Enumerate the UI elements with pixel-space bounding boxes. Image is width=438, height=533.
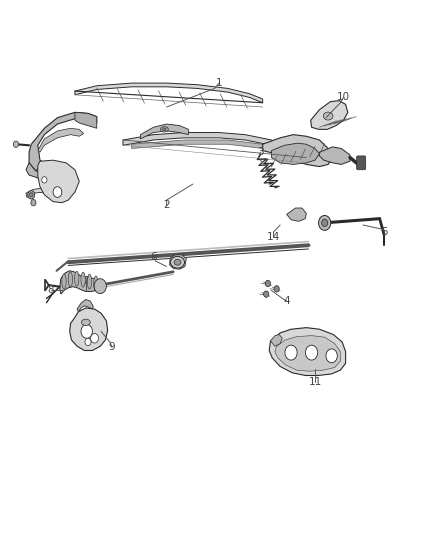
Polygon shape — [141, 124, 188, 139]
Text: 9: 9 — [109, 342, 115, 352]
Ellipse shape — [170, 256, 184, 268]
Ellipse shape — [68, 272, 73, 287]
Circle shape — [31, 199, 36, 206]
Circle shape — [305, 345, 318, 360]
Circle shape — [53, 187, 62, 197]
Text: 3: 3 — [257, 147, 264, 157]
Text: 1: 1 — [215, 78, 223, 88]
Ellipse shape — [62, 274, 66, 289]
Polygon shape — [29, 112, 97, 171]
Ellipse shape — [162, 128, 166, 131]
Text: 14: 14 — [267, 232, 280, 243]
Polygon shape — [269, 328, 346, 375]
Polygon shape — [319, 147, 350, 165]
Polygon shape — [123, 133, 306, 163]
Text: 8: 8 — [48, 286, 54, 295]
Polygon shape — [70, 308, 108, 351]
Polygon shape — [75, 83, 263, 103]
Circle shape — [28, 190, 35, 199]
Circle shape — [81, 325, 92, 338]
Ellipse shape — [174, 260, 181, 265]
Circle shape — [29, 192, 33, 197]
Polygon shape — [311, 101, 348, 130]
Circle shape — [91, 334, 99, 343]
Ellipse shape — [81, 319, 90, 326]
Polygon shape — [170, 255, 186, 269]
Circle shape — [318, 215, 331, 230]
Polygon shape — [77, 300, 93, 312]
Polygon shape — [272, 143, 319, 165]
Ellipse shape — [323, 112, 333, 120]
Polygon shape — [132, 140, 285, 154]
Polygon shape — [263, 135, 332, 166]
Circle shape — [274, 286, 279, 292]
Ellipse shape — [160, 127, 168, 132]
Circle shape — [85, 338, 91, 346]
Ellipse shape — [81, 272, 85, 287]
Polygon shape — [287, 208, 306, 221]
Circle shape — [321, 219, 328, 227]
Polygon shape — [275, 336, 340, 371]
Polygon shape — [60, 271, 100, 294]
Text: 6: 6 — [150, 253, 157, 262]
Circle shape — [42, 176, 47, 183]
Text: 2: 2 — [163, 200, 170, 211]
Ellipse shape — [87, 274, 92, 289]
Text: 5: 5 — [381, 227, 388, 237]
Circle shape — [326, 349, 337, 363]
Text: 11: 11 — [308, 377, 321, 387]
Circle shape — [94, 279, 106, 294]
Polygon shape — [38, 160, 79, 203]
Circle shape — [265, 280, 271, 287]
Polygon shape — [38, 128, 84, 152]
Ellipse shape — [74, 271, 79, 286]
Circle shape — [285, 345, 297, 360]
Circle shape — [13, 141, 18, 148]
Text: 4: 4 — [283, 296, 290, 306]
FancyBboxPatch shape — [357, 156, 366, 169]
Ellipse shape — [94, 276, 98, 291]
Circle shape — [264, 291, 269, 297]
Polygon shape — [26, 163, 71, 193]
Text: 7: 7 — [82, 276, 89, 286]
Polygon shape — [75, 112, 97, 128]
Polygon shape — [26, 188, 44, 197]
Text: 10: 10 — [337, 92, 350, 102]
Polygon shape — [271, 335, 283, 346]
